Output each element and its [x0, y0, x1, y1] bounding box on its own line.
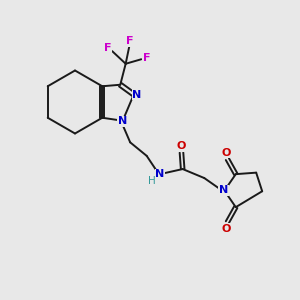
Text: N: N: [155, 169, 164, 179]
Text: N: N: [219, 185, 228, 195]
Text: N: N: [132, 89, 141, 100]
Text: F: F: [143, 53, 150, 63]
Text: N: N: [118, 116, 127, 126]
Text: F: F: [126, 36, 134, 46]
Text: O: O: [177, 141, 186, 151]
Text: F: F: [104, 43, 111, 53]
Text: H: H: [148, 176, 156, 186]
Text: O: O: [221, 148, 231, 158]
Text: O: O: [221, 224, 231, 234]
